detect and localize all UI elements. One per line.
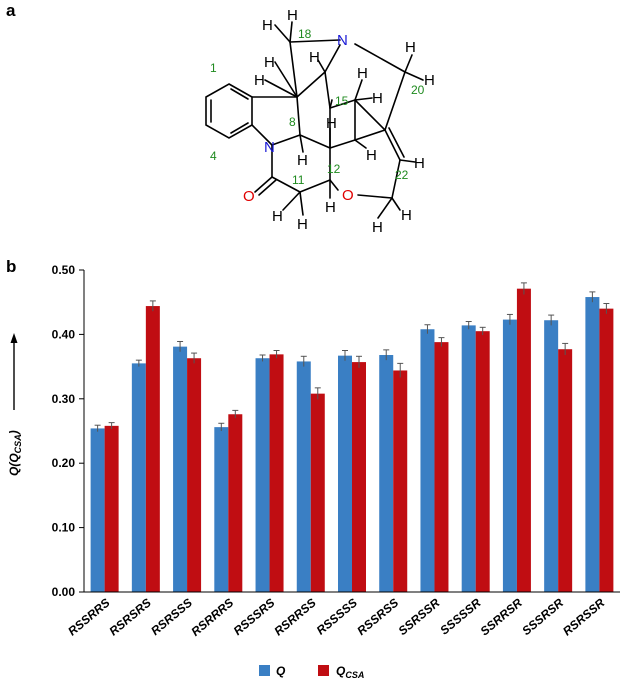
- atom-o-carbonyl: O: [243, 188, 255, 205]
- y-tick-label: 0.20: [52, 456, 76, 470]
- y-axis-title: Q(QCSA): [7, 430, 23, 476]
- bar-q: [90, 428, 105, 592]
- atom-h: H: [325, 199, 336, 216]
- x-tick-label: SSSRSR: [519, 595, 566, 638]
- atom-h: H: [372, 90, 383, 107]
- bar-qcsa: [434, 342, 449, 592]
- bar-qcsa: [599, 308, 614, 592]
- bar-qcsa: [269, 354, 284, 592]
- legend-swatch-qcsa: [318, 665, 329, 676]
- x-tick-label: SSSSSR: [437, 595, 484, 637]
- x-tick-label: RSRRRS: [188, 596, 236, 639]
- x-tick-label: RSSSRS: [231, 596, 278, 638]
- bar-chart: 0.000.100.200.300.400.50 RSSRRSRSRSRSRSR…: [52, 263, 620, 639]
- x-tick-label: RSRSSR: [560, 595, 608, 638]
- atom-h: H: [401, 207, 412, 224]
- carbon-number-15: 15: [335, 94, 349, 108]
- bar-qcsa: [352, 362, 366, 592]
- bar-qcsa: [187, 358, 202, 592]
- legend-swatch-q: [259, 665, 270, 676]
- x-tick-label: RSSRRS: [65, 596, 112, 639]
- atom-h: H: [414, 155, 425, 172]
- atom-h: H: [309, 49, 320, 66]
- carbon-number-20: 20: [411, 83, 425, 97]
- bar-q: [255, 358, 270, 592]
- x-tick-label: RSRRSS: [271, 596, 318, 639]
- bar-q: [173, 346, 188, 592]
- bar-q: [502, 319, 517, 592]
- y-tick-label: 0.10: [52, 521, 76, 535]
- bar-qcsa: [516, 288, 531, 592]
- y-tick-label: 0.00: [52, 585, 76, 599]
- bar-qcsa: [558, 349, 573, 592]
- x-tick-label: RSSRSS: [354, 596, 401, 638]
- atom-h: H: [262, 17, 273, 34]
- y-axis: 0.00 0.10 0.20 0.30 0.40 0.50: [52, 263, 85, 599]
- atom-h: H: [366, 147, 377, 164]
- panel-b-label: b: [6, 257, 16, 276]
- atom-h: H: [272, 208, 283, 225]
- carbon-number-1: 1: [210, 61, 217, 75]
- bar-q: [379, 355, 394, 592]
- x-tick-label: RSSSSS: [314, 596, 360, 638]
- bar-qcsa: [475, 331, 490, 592]
- bar-q: [585, 297, 600, 592]
- carbon-number-18: 18: [298, 27, 312, 41]
- bar-q: [214, 427, 229, 592]
- y-axis-title-group: Q(QCSA): [7, 333, 23, 476]
- bar-q: [338, 355, 352, 592]
- bar-qcsa: [310, 393, 325, 592]
- bar-qcsa: [228, 414, 243, 592]
- bar-q: [296, 361, 311, 592]
- atom-h: H: [405, 39, 416, 56]
- atom-h: H: [326, 115, 337, 132]
- atom-h: H: [297, 152, 308, 169]
- x-tick-label: RSRSRS: [106, 596, 153, 639]
- strychnine-structure: N N O O H H H H H H H H H H H H H H H H …: [205, 7, 435, 236]
- bar-q: [131, 363, 146, 592]
- panel-a-label: a: [6, 1, 16, 20]
- atom-n-top: N: [337, 32, 348, 49]
- legend: Q QCSA: [259, 664, 364, 680]
- atom-n-indole: N: [264, 139, 275, 156]
- x-tick-label: RSRSSS: [148, 596, 195, 638]
- atom-o-ether: O: [342, 187, 354, 204]
- atom-h: H: [372, 219, 383, 236]
- bar-qcsa: [104, 425, 119, 592]
- y-tick-label: 0.40: [52, 327, 76, 341]
- carbon-number-8: 8: [289, 115, 296, 129]
- carbon-number-12: 12: [327, 162, 341, 176]
- x-tick-label: SSRRSR: [478, 595, 526, 638]
- atom-h: H: [297, 216, 308, 233]
- legend-label-q: Q: [276, 664, 286, 678]
- carbon-number-11: 11: [292, 173, 305, 187]
- y-tick-label: 0.30: [52, 392, 76, 406]
- atom-h: H: [424, 72, 435, 89]
- x-tick-label: SSRSSR: [396, 595, 443, 638]
- atom-h: H: [264, 54, 275, 71]
- carbon-number-4: 4: [210, 149, 217, 163]
- y-axis-arrow-head: [10, 333, 18, 343]
- bars: [90, 282, 614, 592]
- bar-q: [544, 320, 559, 592]
- carbon-number-22: 22: [395, 168, 409, 182]
- legend-label-qcsa: QCSA: [336, 664, 364, 680]
- atom-h: H: [287, 7, 298, 24]
- y-tick-label: 0.50: [52, 263, 76, 277]
- x-axis: RSSRRSRSRSRSRSRSSSRSRRRSRSSSRSRSRRSSRSSS…: [65, 591, 620, 639]
- bar-q: [420, 329, 435, 592]
- atom-h: H: [357, 65, 368, 82]
- bar-qcsa: [393, 370, 408, 592]
- atom-h: H: [254, 72, 265, 89]
- benzene-ring: [205, 83, 253, 139]
- bar-qcsa: [145, 306, 160, 592]
- bar-q: [461, 325, 476, 592]
